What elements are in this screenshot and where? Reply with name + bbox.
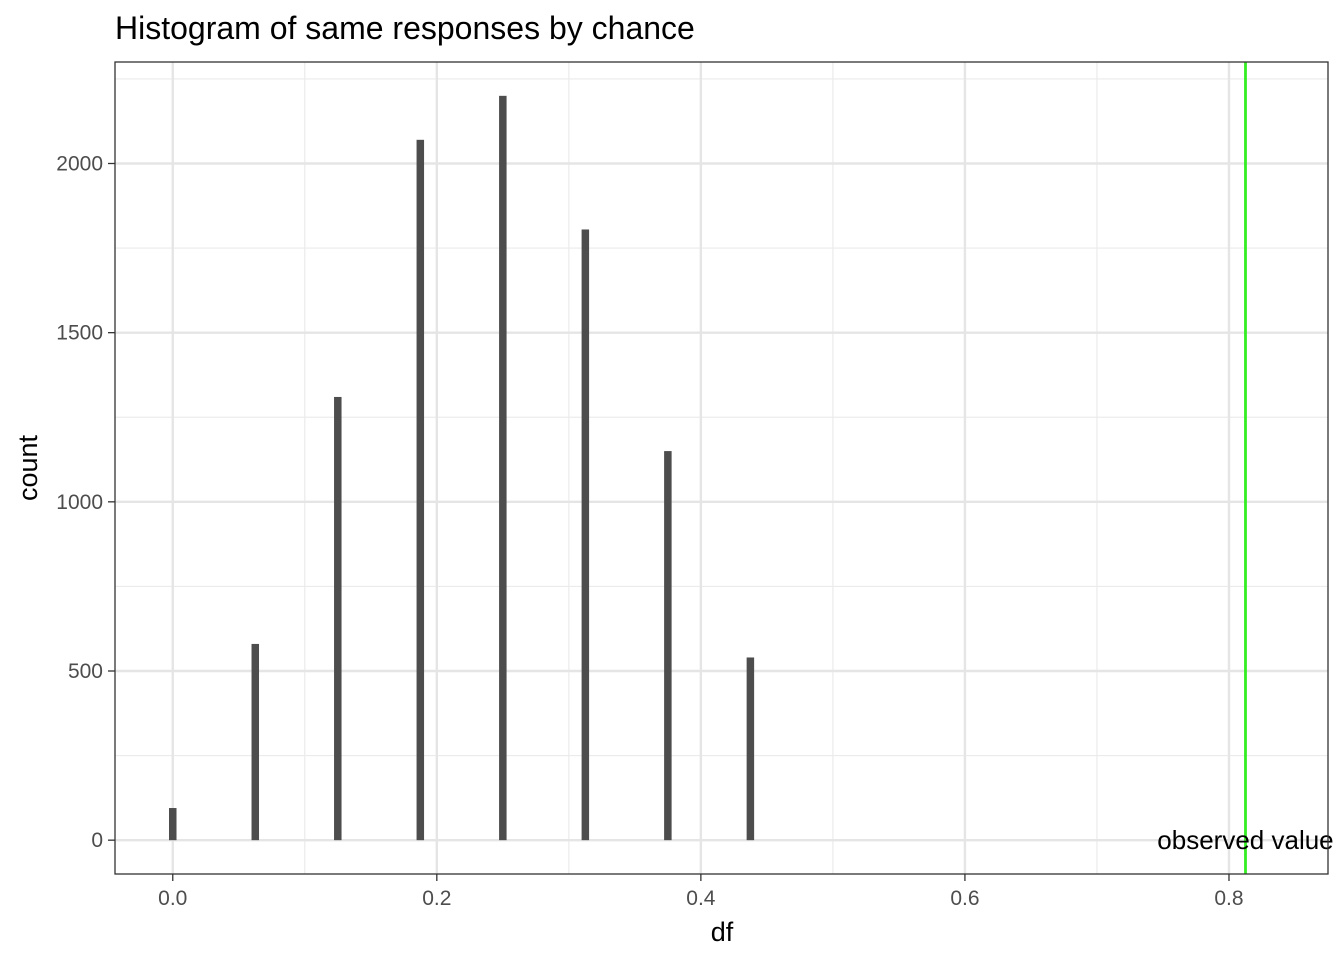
y-tick-label: 2000 bbox=[56, 153, 103, 176]
histogram-bars bbox=[169, 95, 755, 841]
y-tick-label: 500 bbox=[68, 660, 103, 683]
histogram-bar bbox=[251, 643, 260, 841]
minor-grid bbox=[115, 62, 1328, 874]
histogram-bar bbox=[581, 229, 590, 841]
histogram-bar bbox=[416, 139, 425, 841]
plot-border bbox=[114, 61, 1329, 875]
histogram-bar bbox=[499, 95, 507, 841]
y-tick-label: 0 bbox=[91, 829, 103, 852]
histogram-bar bbox=[169, 808, 177, 841]
histogram-bar bbox=[664, 451, 672, 841]
chart-title: Histogram of same responses by chance bbox=[115, 10, 695, 46]
y-tick-label: 1500 bbox=[56, 322, 103, 345]
observed-value-label: observed value bbox=[1157, 825, 1333, 855]
x-axis: 0.0 0.2 0.4 0.6 0.8 bbox=[158, 874, 1244, 910]
x-tick-label: 0.8 bbox=[1214, 887, 1243, 910]
x-tick-label: 0.6 bbox=[950, 887, 979, 910]
observed-value-marker: observed value bbox=[1157, 62, 1334, 874]
x-tick-label: 0.0 bbox=[158, 887, 187, 910]
x-tick-label: 0.2 bbox=[422, 887, 451, 910]
x-axis-title: df bbox=[711, 917, 734, 947]
x-tick-label: 0.4 bbox=[686, 887, 716, 910]
histogram-bar bbox=[746, 657, 755, 841]
y-tick-label: 1000 bbox=[56, 491, 103, 514]
histogram-bar bbox=[334, 396, 342, 841]
y-axis: 0 500 1000 1500 2000 bbox=[56, 153, 115, 852]
plot-panel bbox=[115, 62, 1328, 874]
major-grid bbox=[115, 62, 1328, 874]
y-axis-title: count bbox=[13, 434, 43, 501]
